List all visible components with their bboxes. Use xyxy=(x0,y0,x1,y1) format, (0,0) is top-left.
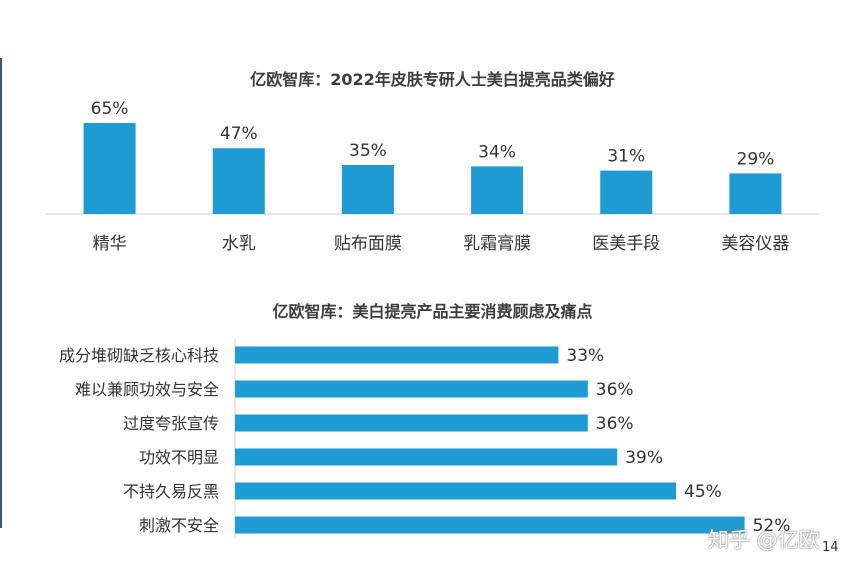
chart2-value-label: 33% xyxy=(566,346,604,366)
chart2-category-label: 成分堆砌缺乏核心科技 xyxy=(59,346,219,365)
chart1-value-label: 65% xyxy=(91,99,129,119)
chart1-category-label: 医美手段 xyxy=(592,234,660,254)
chart2-bar xyxy=(235,448,618,466)
left-edge-bar xyxy=(0,58,2,528)
chart1-bar xyxy=(471,166,524,214)
chart1-bar xyxy=(83,123,136,214)
chart1-value-label: 47% xyxy=(220,124,258,144)
watermark-text: 知乎 @亿欧 xyxy=(708,528,820,552)
page-number: 14 xyxy=(822,540,839,555)
chart2-value-label: 36% xyxy=(596,414,634,434)
chart2-bar xyxy=(235,516,745,534)
chart1-value-label: 31% xyxy=(607,147,645,167)
chart2-bar xyxy=(235,414,588,432)
chart1-category-label: 贴布面膜 xyxy=(334,234,402,254)
chart2-horizontal-bar: 33% 成分堆砌缺乏核心科技 36% 难以兼顾功效与安全 36% 过度夸张宣传 39% 功效不… xyxy=(59,338,791,538)
chart2-value-label: 39% xyxy=(625,448,663,468)
chart1-value-label: 35% xyxy=(349,141,387,161)
chart2-category-label: 过度夸张宣传 xyxy=(123,414,219,433)
chart1-bar xyxy=(212,148,265,214)
chart2-category-label: 不持久易反黑 xyxy=(123,482,219,501)
chart1-category-label: 乳霜膏膜 xyxy=(463,233,531,254)
chart2-category-label: 功效不明显 xyxy=(139,448,219,467)
chart1-title: 亿欧智库：2022年皮肤专研人士美白提亮品类偏好 xyxy=(250,70,615,89)
chart2-title: 亿欧智库：美白提亮产品主要消费顾虑及痛点 xyxy=(272,302,593,321)
chart2-category-label: 难以兼顾功效与安全 xyxy=(75,380,219,399)
chart1-bar xyxy=(600,170,653,214)
chart1-category-label: 美容仪器 xyxy=(721,234,789,254)
chart2-bar xyxy=(235,482,676,500)
chart1-value-label: 34% xyxy=(478,142,516,162)
chart2-bar xyxy=(235,380,588,398)
chart2-category-label: 刺激不安全 xyxy=(139,516,219,535)
chart2-value-label: 45% xyxy=(684,482,722,502)
chart1-category-label: 水乳 xyxy=(222,234,256,254)
chart1-vertical-bar: 65% 精华 47% 水乳 35% 贴布面膜 34% 乳霜膏膜 31% 医美手段 29% 美容仪器 xyxy=(45,99,820,254)
chart1-category-label: 精华 xyxy=(93,234,127,254)
chart2-bar xyxy=(235,346,559,364)
chart2-value-label: 36% xyxy=(596,380,634,400)
chart2-value-label: 52% xyxy=(753,516,791,536)
chart1-bar xyxy=(729,173,782,214)
chart1-bar xyxy=(341,165,394,214)
chart1-value-label: 29% xyxy=(737,149,775,169)
